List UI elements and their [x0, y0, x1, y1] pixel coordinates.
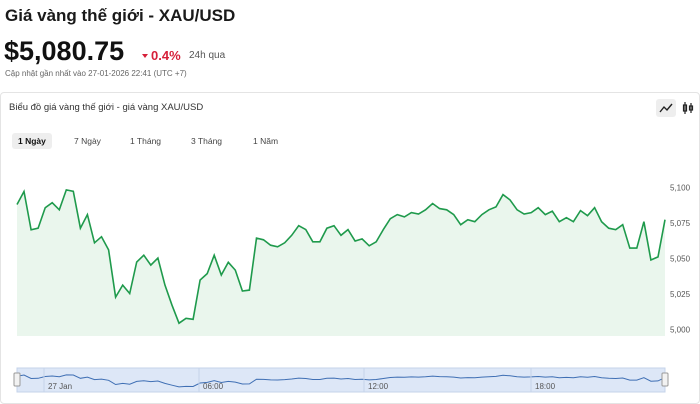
change: 0.4% [151, 48, 181, 63]
y-tick-label: 5,075 [670, 219, 691, 228]
line-mode[interactable] [656, 99, 676, 117]
navigator-label: 06:00 [203, 382, 224, 391]
y-tick-label: 5,100 [670, 184, 691, 193]
navigator [16, 367, 666, 393]
navigator-label: 27 Jan [48, 382, 72, 391]
down-arrow [142, 54, 148, 58]
price-line [16, 188, 666, 325]
navigator-label: 12:00 [368, 382, 389, 391]
period: 24h qua [189, 50, 226, 61]
range-tab[interactable]: 1 Năm [253, 136, 279, 146]
y-tick-label: 5,050 [670, 255, 691, 264]
chart-tools [656, 99, 694, 117]
range-tab[interactable]: 1 Ngày [12, 133, 52, 149]
navigator-label: 18:00 [535, 382, 556, 391]
y-tick-label: 5,000 [670, 325, 691, 334]
price: $5,080.75 [4, 36, 125, 66]
navigator-line [16, 374, 666, 388]
updated: Cập nhật gần nhất vào 27-01-2026 22:41 (… [5, 69, 187, 78]
navigator-handle[interactable] [661, 372, 669, 387]
range-tab[interactable]: 1 Tháng [130, 136, 162, 146]
range-tab[interactable]: 3 Tháng [191, 136, 223, 146]
title: Giá vàng thế giới - XAU/USD [5, 6, 236, 25]
range-tab[interactable]: 7 Ngày [74, 136, 101, 146]
area [17, 189, 665, 336]
navigator-handle[interactable] [13, 372, 21, 387]
candle-mode[interactable] [682, 102, 694, 114]
panel-title: Biểu đồ giá vàng thế giới - giá vàng XAU… [9, 102, 204, 113]
y-tick-label: 5,025 [670, 290, 691, 299]
